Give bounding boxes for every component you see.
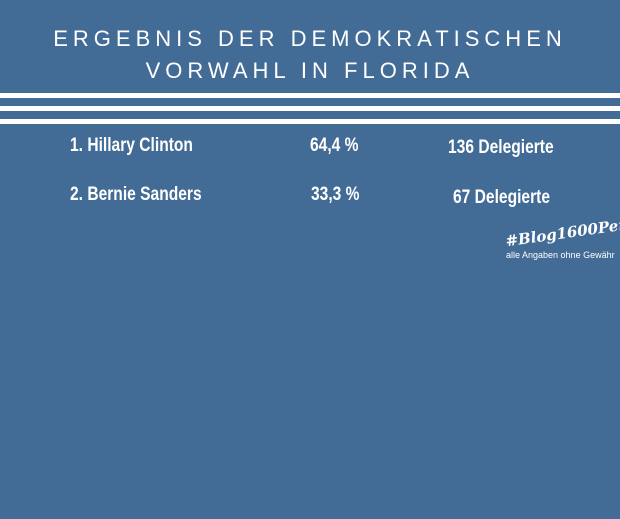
title-line: ERGEBNIS DER DEMOKRATISCHEN <box>53 26 567 51</box>
stripe <box>0 93 620 98</box>
delegates: 136 Delegierte <box>448 137 554 158</box>
stripe <box>0 106 620 111</box>
delegates: 67 Delegierte <box>453 187 551 208</box>
percent: 64,4 % <box>310 135 359 156</box>
stripe <box>0 119 620 124</box>
percent: 33,3 % <box>311 184 360 205</box>
candidate: 1. Hillary Clinton <box>70 135 193 156</box>
disclaimer: alle Angaben ohne Gewähr <box>506 250 615 260</box>
title-line: VORWAHL IN FLORIDA <box>145 58 475 83</box>
candidate: 2. Bernie Sanders <box>70 184 202 205</box>
hashtag: #Blog1600Penn <box>504 213 620 251</box>
